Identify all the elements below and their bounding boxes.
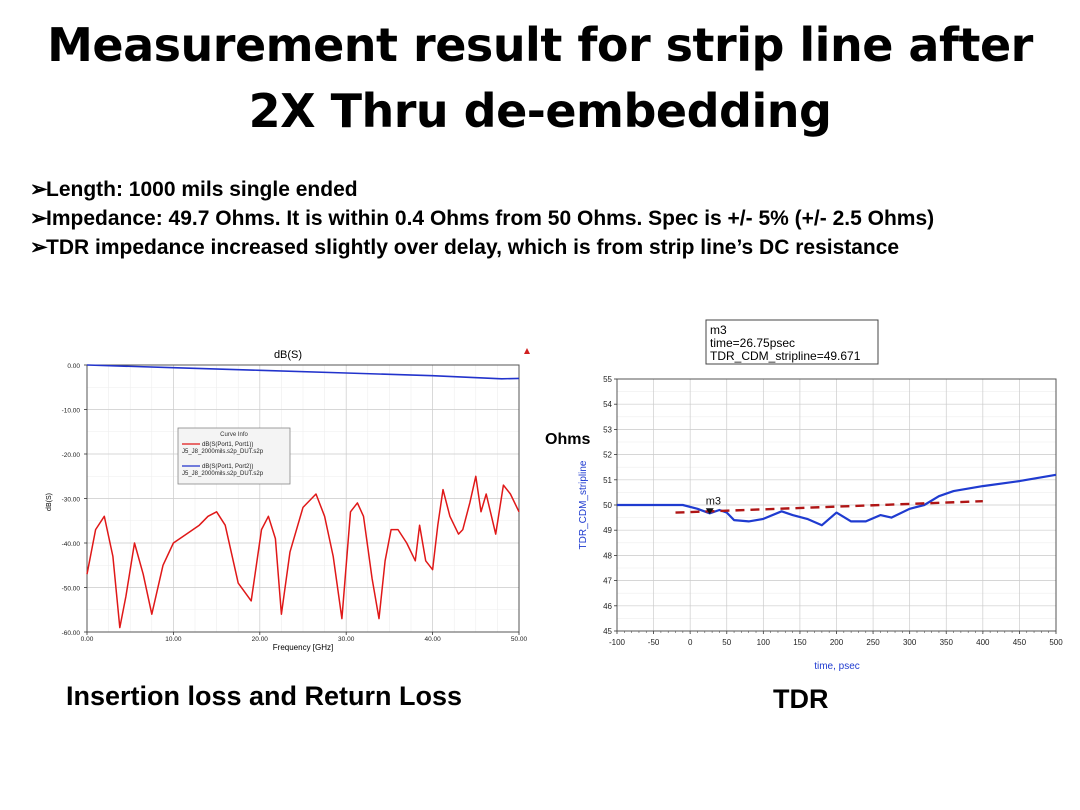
bullet-impedance: ➢Impedance: 49.7 Ohms. It is within 0.4 … [30,206,934,231]
bullet-text: Length: 1000 mils single ended [46,178,358,201]
x-tick-label: 150 [793,638,807,647]
x-tick-label: 50.00 [511,636,528,643]
series-trend-line [675,500,983,514]
bullet-text: TDR impedance increased slightly over de… [46,236,900,259]
y-tick-label: -30.00 [62,497,81,504]
slide-title-line1: Measurement result for strip line after [47,18,1033,72]
y-tick-label: 55 [603,375,612,384]
s-parameter-chart: dB(S) 0.00 10.00 20.00 30.00 40.00 50.000.00-… [40,340,540,660]
x-tick-label: 10.00 [165,636,182,643]
legend: Curve Info dB(S(Port1, Port1)) J5_J8_200… [177,427,291,485]
y-tick-label: 54 [603,400,612,409]
x-tick-label: 200 [830,638,844,647]
y-tick-label: -10.00 [62,408,81,415]
y-tick-label: 52 [603,451,612,460]
bullet-length: ➢Length: 1000 mils single ended [30,177,358,202]
x-tick-label: 500 [1049,638,1063,647]
legend-entry-name: dB(S(Port1, Port2)) [202,464,253,470]
slide-title-line2: 2X Thru de-embedding [248,84,832,138]
x-tick-label: 400 [976,638,990,647]
bullet-arrow-icon: ➢ [30,207,48,230]
y-axis-label: TDR_CDM_stripline [578,460,589,549]
y-tick-label: 50 [603,501,612,510]
x-tick-label: 30.00 [338,636,355,643]
bullet-text: Impedance: 49.7 Ohms. It is within 0.4 O… [46,207,935,230]
caption-tdr: TDR [773,684,829,714]
x-tick-label: 300 [903,638,917,647]
x-tick-label: 450 [1013,638,1027,647]
x-tick-label: 250 [866,638,880,647]
bullet-arrow-icon: ➢ [30,178,48,201]
tdr-chart: m3 time=26.75psec TDR_CDM_stripline=49.6… [540,315,1070,675]
legend-entry-file: J5_J8_2000mils.s2p_DUT.s2p [182,471,264,477]
marker-info-box: m3 time=26.75psec TDR_CDM_stripline=49.6… [705,319,879,365]
marker-info-line: time=26.75psec [710,336,795,350]
y-tick-label: 53 [603,425,612,434]
series-s11-line [86,475,520,629]
y-tick-label: 49 [603,526,612,535]
y-tick-label: -60.00 [62,630,81,637]
caption-insertion-return-loss: Insertion loss and Return Loss [66,681,463,711]
bullet-arrow-icon: ➢ [30,236,48,259]
y-tick-label: -50.00 [62,586,81,593]
x-tick-label: 100 [757,638,771,647]
y-tick-label: 51 [603,476,612,485]
x-tick-label: 0.00 [81,636,94,643]
legend-title: Curve Info [220,432,248,438]
y-tick-label: 48 [603,551,612,560]
corner-marker-icon [524,348,530,354]
y-tick-label: 0.00 [67,363,80,370]
x-tick-label: 0 [688,638,693,647]
x-tick-label: -50 [648,638,660,647]
marker-info-line: m3 [710,323,727,337]
x-tick-label: -100 [609,638,626,647]
x-axis-label: Frequency [GHz] [273,643,333,652]
y-tick-label: -40.00 [62,541,81,548]
y-axis-label: dB(S) [46,493,53,511]
x-tick-label: 20.00 [252,636,269,643]
y-tick-label: 46 [603,602,612,611]
x-tick-label: 40.00 [424,636,441,643]
unit-label: Ohms [545,431,590,448]
y-tick-label: -20.00 [62,452,81,459]
x-tick-label: 350 [940,638,954,647]
x-tick-label: 50 [722,638,731,647]
series-s21-line [86,364,520,380]
marker-info-line: TDR_CDM_stripline=49.671 [710,349,861,363]
legend-entry-name: dB(S(Port1, Port1)) [202,442,253,448]
x-axis-label: time, psec [814,661,860,672]
y-tick-label: 45 [603,627,612,636]
legend-entry-file: J5_J8_2000mils.s2p_DUT.s2p [182,449,264,455]
y-tick-label: 47 [603,577,612,586]
marker-label: m3 [706,495,721,507]
chart-title: dB(S) [274,349,302,361]
bullet-tdr: ➢TDR impedance increased slightly over d… [30,235,899,260]
marker-m3-icon [705,508,714,515]
